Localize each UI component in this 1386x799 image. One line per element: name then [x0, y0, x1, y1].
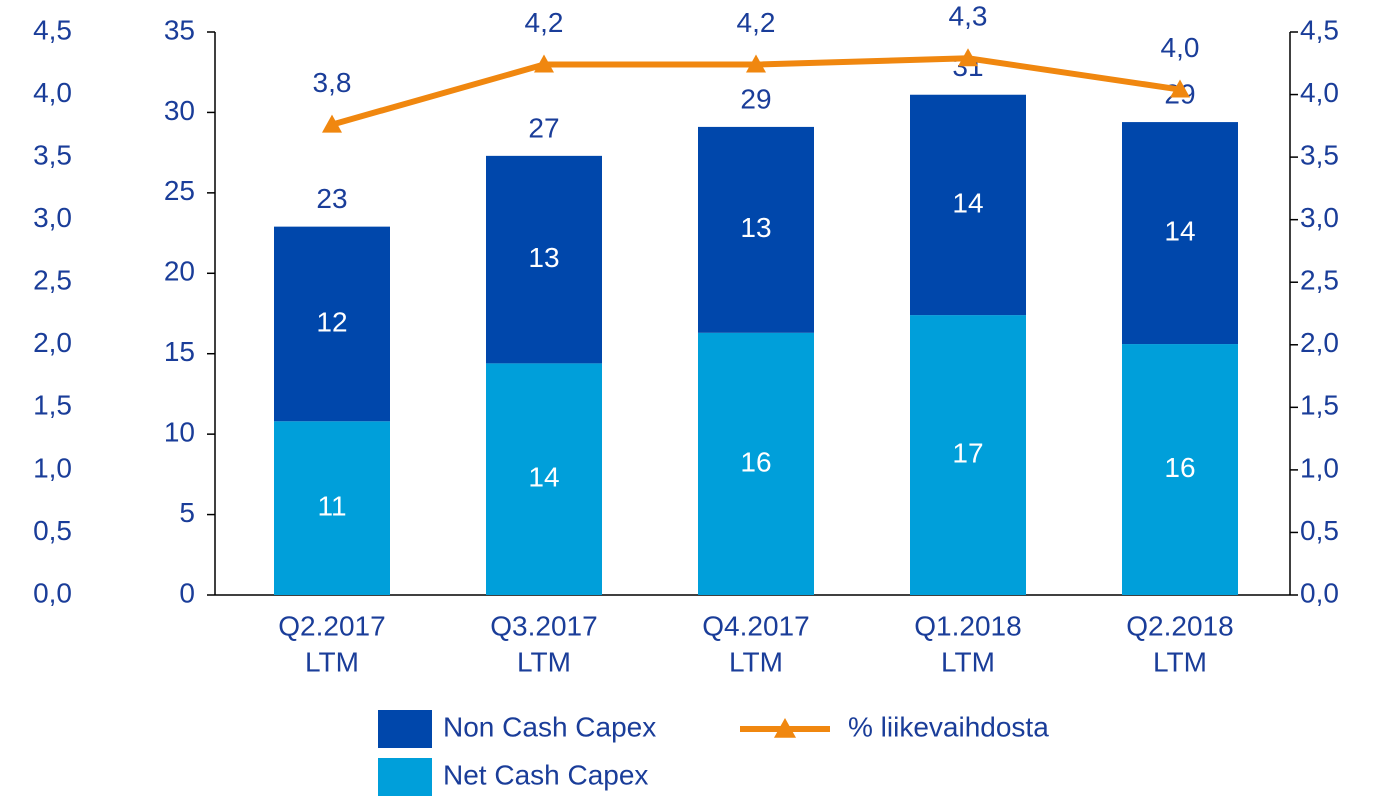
bar-label: 14 — [952, 187, 983, 218]
line-label: 4,2 — [737, 7, 776, 38]
y2-tick-label-left: 3,0 — [33, 202, 72, 233]
y-tick-label: 25 — [164, 175, 195, 206]
legend-swatch — [378, 758, 432, 796]
y2-tick-label: 2,0 — [1300, 327, 1339, 358]
y-tick-label: 35 — [164, 14, 195, 45]
y2-tick-label-left: 2,0 — [33, 327, 72, 358]
line-label: 4,2 — [525, 7, 564, 38]
y2-tick-label: 4,0 — [1300, 77, 1339, 108]
line-label: 4,0 — [1161, 32, 1200, 63]
legend-label: Non Cash Capex — [443, 711, 656, 742]
y2-tick-label-left: 3,5 — [33, 140, 72, 171]
y2-tick-label: 0,5 — [1300, 515, 1339, 546]
y2-tick-label: 3,0 — [1300, 202, 1339, 233]
x-tick-label: Q2.2017 — [278, 610, 385, 641]
line-marker — [322, 114, 342, 133]
total-label: 27 — [528, 112, 559, 143]
y2-tick-label: 1,5 — [1300, 390, 1339, 421]
x-tick-label: LTM — [1153, 646, 1207, 677]
bar — [910, 315, 1026, 595]
legend-label: Net Cash Capex — [443, 759, 648, 790]
x-tick-label: LTM — [729, 646, 783, 677]
x-tick-label: LTM — [305, 646, 359, 677]
bar-label: 14 — [1164, 215, 1195, 246]
bar-label: 16 — [1164, 452, 1195, 483]
bar — [1122, 122, 1238, 345]
x-tick-label: LTM — [517, 646, 571, 677]
y-tick-label: 10 — [164, 417, 195, 448]
line-marker — [958, 48, 978, 67]
bar — [698, 332, 814, 595]
bar — [1122, 344, 1238, 595]
bar — [274, 226, 390, 422]
y-tick-label: 20 — [164, 256, 195, 287]
y-tick-label: 5 — [179, 497, 195, 528]
bar-label: 13 — [528, 242, 559, 273]
y2-tick-label-left: 0,0 — [33, 577, 72, 608]
bar-label: 13 — [740, 212, 771, 243]
x-tick-label: Q2.2018 — [1126, 610, 1233, 641]
x-tick-label: Q4.2017 — [702, 610, 809, 641]
y2-tick-label-left: 4,5 — [33, 14, 72, 45]
y2-tick-label: 3,5 — [1300, 140, 1339, 171]
bar-label: 17 — [952, 437, 983, 468]
y2-tick-label-left: 1,5 — [33, 390, 72, 421]
total-label: 29 — [740, 83, 771, 114]
y2-tick-label: 4,5 — [1300, 14, 1339, 45]
bar-label: 14 — [528, 462, 559, 493]
bar — [274, 421, 390, 595]
bar — [910, 94, 1026, 316]
y2-tick-label: 1,0 — [1300, 452, 1339, 483]
line-label: 3,8 — [313, 67, 352, 98]
legend-swatch — [378, 710, 432, 748]
y2-tick-label-left: 4,0 — [33, 77, 72, 108]
x-tick-label: LTM — [941, 646, 995, 677]
y2-tick-label: 2,5 — [1300, 265, 1339, 296]
legend-label: % liikevaihdosta — [848, 711, 1049, 742]
bar-label: 16 — [740, 446, 771, 477]
bar — [698, 126, 814, 333]
y-tick-label: 0 — [179, 577, 195, 608]
x-tick-label: Q3.2017 — [490, 610, 597, 641]
y2-tick-label-left: 2,5 — [33, 265, 72, 296]
x-tick-label: Q1.2018 — [914, 610, 1021, 641]
y-tick-label: 15 — [164, 336, 195, 367]
y2-tick-label-left: 1,0 — [33, 452, 72, 483]
bar — [486, 363, 602, 595]
line-marker — [1170, 79, 1190, 98]
bar-label: 12 — [316, 306, 347, 337]
line-marker — [534, 54, 554, 73]
y-tick-label: 30 — [164, 95, 195, 126]
legend-marker — [774, 718, 796, 738]
line-marker — [746, 54, 766, 73]
line-label: 4,3 — [949, 1, 988, 32]
bar-label: 11 — [317, 491, 346, 522]
y2-tick-label: 0,0 — [1300, 577, 1339, 608]
total-label: 23 — [316, 183, 347, 214]
y2-tick-label-left: 0,5 — [33, 515, 72, 546]
bar — [486, 155, 602, 364]
